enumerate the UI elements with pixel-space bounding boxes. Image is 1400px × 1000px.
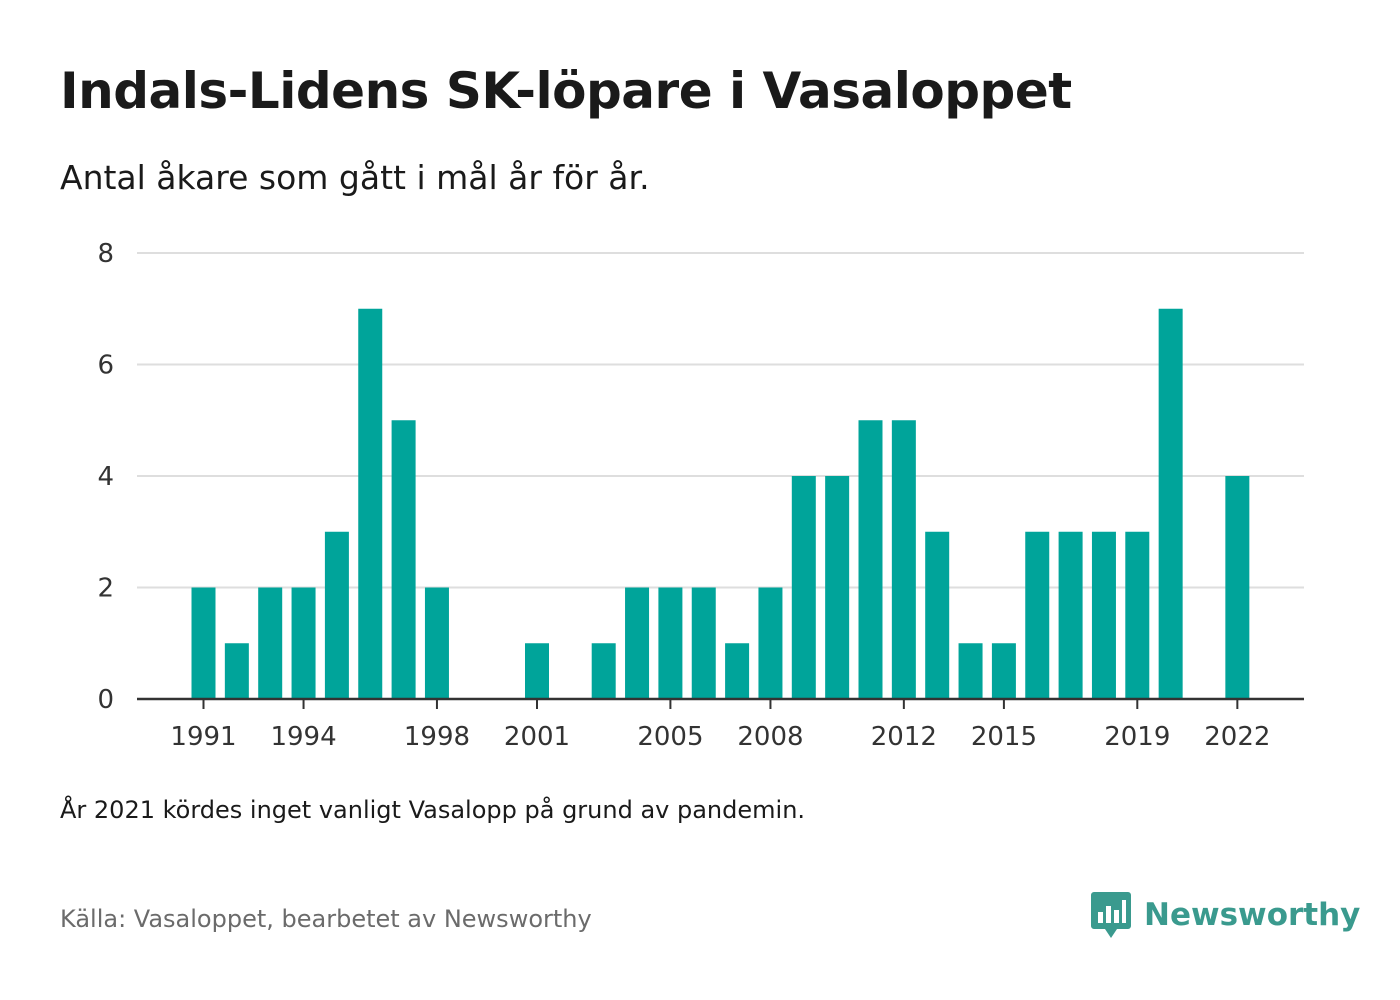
bar-1996	[358, 308, 383, 699]
y-axis-ticks: 0 2 4 6 8	[97, 239, 114, 715]
bar-2006	[691, 587, 716, 699]
bars	[191, 308, 1250, 699]
bar-2018	[1091, 531, 1116, 699]
x-tick-label: 2022	[1204, 722, 1270, 752]
bar-2004	[625, 587, 650, 699]
bar-2012	[891, 420, 916, 699]
chart-note: År 2021 kördes inget vanligt Vasalopp på…	[60, 796, 806, 824]
bar-1998	[424, 587, 449, 699]
x-tick-label: 2015	[971, 722, 1037, 752]
chart-title: Indals-Lidens SK-löpare i Vasaloppet	[60, 62, 1072, 120]
bar-2008	[758, 587, 783, 699]
x-axis-ticks: 1991 1994 1998 2001 2005 2008 2012 2015 2019 2022	[170, 699, 1270, 752]
bar-2019	[1125, 531, 1150, 699]
x-tick-label: 2005	[637, 722, 703, 752]
x-tick-label: 1991	[170, 722, 236, 752]
x-tick-label: 1998	[404, 722, 470, 752]
x-tick-label: 2008	[737, 722, 803, 752]
chart-subtitle: Antal åkare som gått i mål år för år.	[60, 158, 650, 197]
x-tick-label: 2012	[871, 722, 937, 752]
source-credit: Källa: Vasaloppet, bearbetet av Newswort…	[60, 905, 592, 933]
bar-2016	[1025, 531, 1050, 699]
bar-2020	[1158, 308, 1183, 699]
y-tick-label: 0	[97, 685, 114, 715]
brand-logo: Newsworthy	[1090, 890, 1360, 940]
y-tick-label: 4	[97, 462, 114, 492]
y-tick-label: 6	[97, 351, 114, 381]
bar-2022	[1225, 476, 1250, 699]
bar-1997	[391, 420, 416, 699]
y-tick-label: 8	[97, 239, 114, 269]
bar-2010	[825, 476, 850, 699]
bar-1992	[224, 643, 249, 699]
bar-chart-speech-bubble-icon	[1091, 892, 1131, 938]
x-tick-label: 1994	[270, 722, 336, 752]
bar-2013	[925, 531, 950, 699]
brand-name: Newsworthy	[1144, 897, 1361, 933]
x-tick-label: 2001	[504, 722, 570, 752]
bar-2015	[991, 643, 1016, 699]
bar-chart: 0 2 4 6 8 1991 1994 1998 2001 2005 2008 2012 2015 20…	[97, 239, 1304, 752]
bar-1993	[258, 587, 283, 699]
bar-2003	[591, 643, 616, 699]
y-tick-label: 2	[97, 574, 114, 604]
bar-1994	[291, 587, 316, 699]
bar-2005	[658, 587, 683, 699]
bar-1991	[191, 587, 216, 699]
bar-2011	[858, 420, 883, 699]
bar-2014	[958, 643, 983, 699]
bar-1995	[324, 531, 349, 699]
x-tick-label: 2019	[1104, 722, 1170, 752]
bar-2007	[725, 643, 750, 699]
bar-2017	[1058, 531, 1083, 699]
bar-2009	[791, 476, 816, 699]
bar-2001	[525, 643, 549, 699]
